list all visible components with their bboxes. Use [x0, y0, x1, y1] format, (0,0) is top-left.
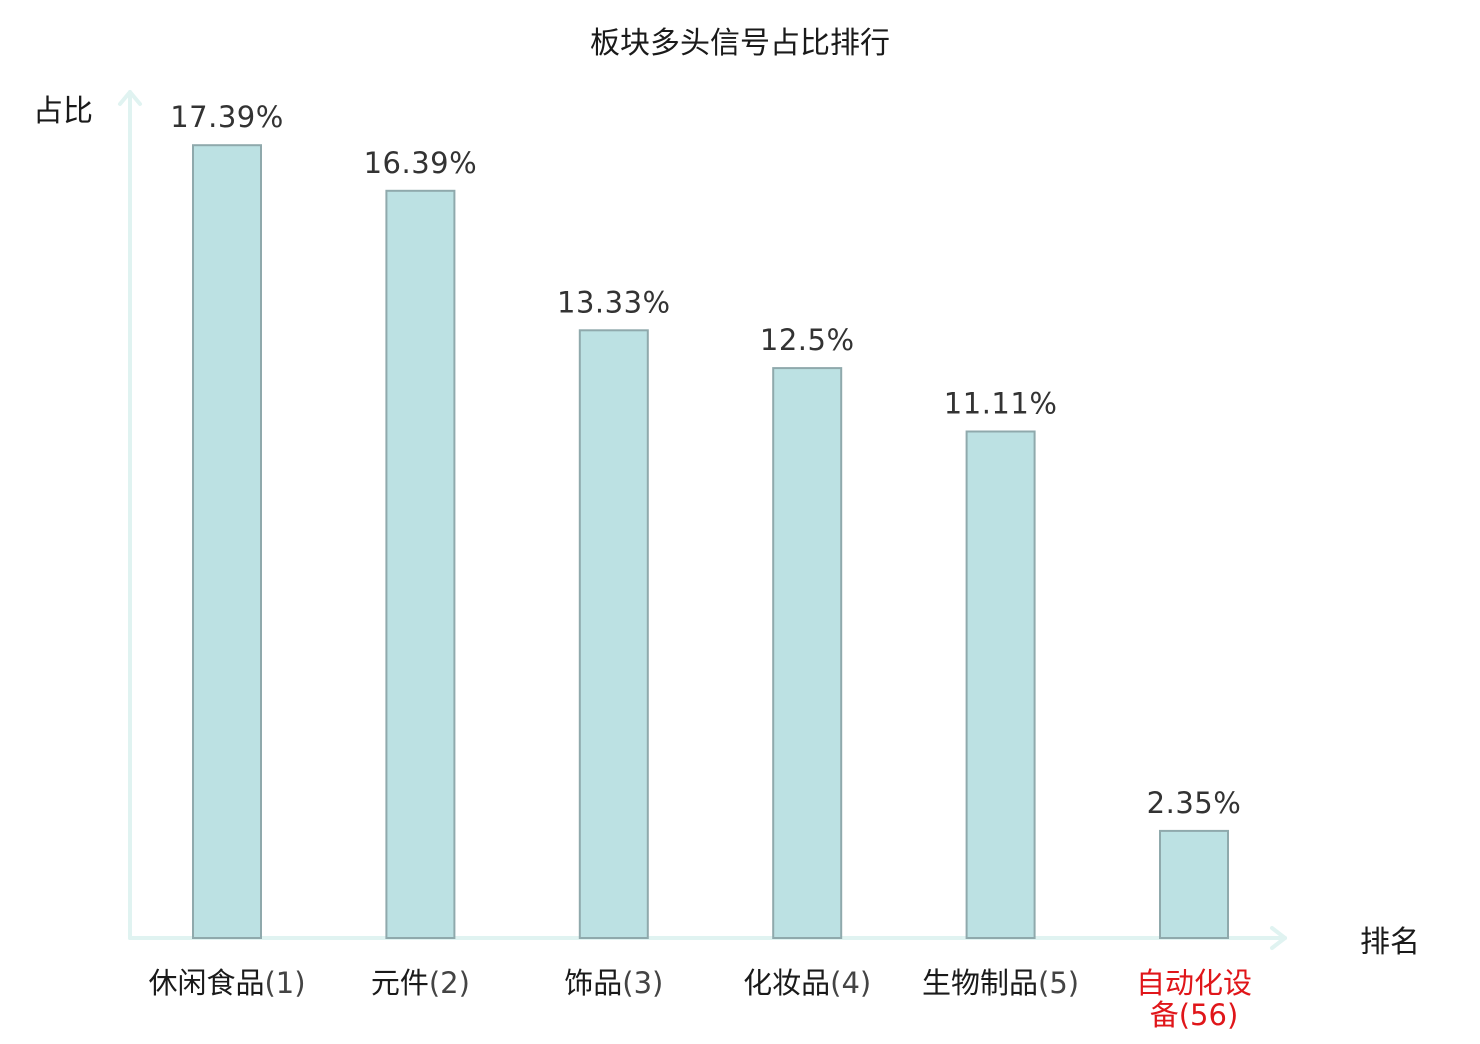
category-label-line1: 自动化设 [1136, 966, 1252, 1000]
category-name-rest: 备 [1150, 998, 1179, 1032]
data-label: 16.39% [364, 146, 478, 180]
category-rank: (5) [1038, 966, 1079, 1000]
y-axis-label: 占比 [33, 94, 93, 129]
category-label: 休闲食品(1) [148, 966, 305, 1000]
category-label: 饰品(3) [564, 966, 663, 1000]
category-name: 饰品 [564, 966, 622, 1000]
category-name: 元件 [371, 966, 429, 1000]
chart-title: 板块多头信号占比排行 [590, 26, 890, 61]
category-rank: (1) [264, 966, 305, 1000]
category-rank: (2) [429, 966, 470, 1000]
bar [578, 329, 649, 939]
data-label: 13.33% [557, 285, 671, 319]
bar [192, 144, 262, 939]
value-labels-group: 17.39% 16.39% 13.33% 12.5% 11.11% 2.35% [170, 100, 1241, 820]
category-name: 休闲食品 [148, 966, 264, 1000]
category-label: 化妆品(4) [743, 966, 871, 1000]
y-axis-arrow [118, 90, 142, 106]
category-label-line2: 备(56) [1150, 998, 1239, 1032]
data-label: 12.5% [760, 323, 855, 357]
bar [965, 430, 1036, 939]
category-rank: (56) [1179, 998, 1239, 1032]
bar [1159, 829, 1229, 940]
data-label: 11.11% [944, 387, 1058, 421]
category-rank: (3) [622, 966, 663, 1000]
bar [385, 189, 456, 940]
category-label: 元件(2) [371, 966, 470, 1000]
category-rank: (4) [830, 966, 871, 1000]
data-label: 17.39% [170, 100, 284, 134]
bar [772, 367, 843, 940]
x-axis-label: 排名 [1360, 925, 1420, 960]
category-name: 生物制品 [922, 966, 1038, 1000]
category-name: 化妆品 [743, 966, 830, 1000]
data-label: 2.35% [1147, 786, 1242, 820]
category-label: 生物制品(5) [922, 966, 1079, 1000]
bars-group [192, 144, 1229, 940]
x-axis-arrow [1270, 926, 1287, 950]
